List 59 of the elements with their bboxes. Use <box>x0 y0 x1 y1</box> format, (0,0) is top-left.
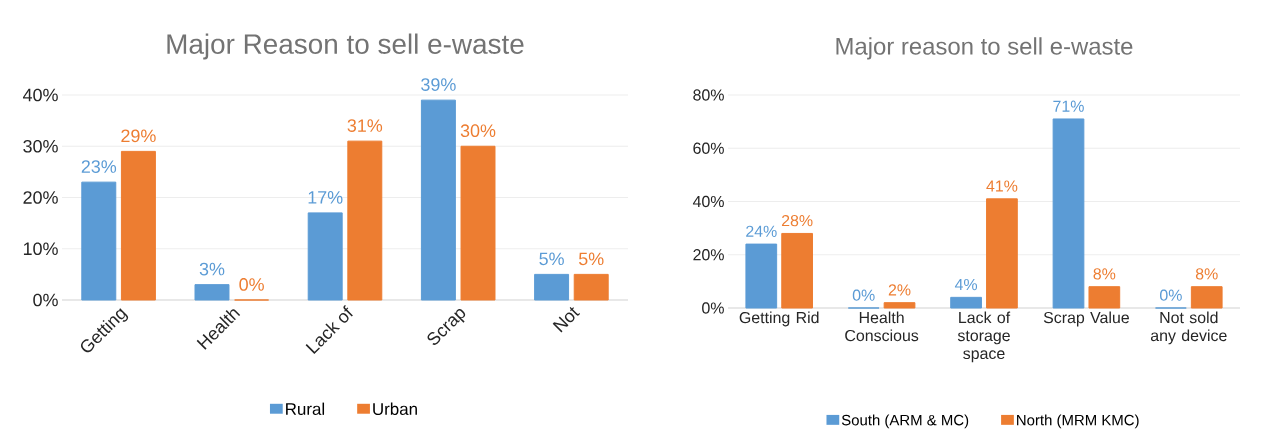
bar <box>986 198 1018 309</box>
data-label: 8% <box>1093 268 1116 280</box>
chart-title: Major reason to sell e-waste <box>836 37 1133 60</box>
y-tick-label: 40% <box>22 88 58 102</box>
x-tick-label: Getting Rid <box>739 311 819 327</box>
y-tick-label: 60% <box>693 142 724 154</box>
data-label: 41% <box>986 180 1018 192</box>
bar <box>781 232 813 309</box>
data-label: 5% <box>578 252 604 266</box>
data-label: 2% <box>888 284 911 296</box>
y-tick-label: 30% <box>23 139 58 153</box>
bar <box>420 99 456 301</box>
bar <box>307 212 343 301</box>
x-tick-label: Health Conscious <box>845 311 919 342</box>
bar <box>1190 286 1223 309</box>
bar <box>347 140 383 301</box>
bar <box>950 296 982 309</box>
data-label: 3% <box>199 262 225 276</box>
bar <box>573 273 609 301</box>
y-tick-label: 0% <box>33 293 58 307</box>
data-label: 0% <box>852 289 875 301</box>
data-label: 71% <box>1053 100 1084 112</box>
data-label: 31% <box>347 119 383 132</box>
data-label: 0% <box>1160 289 1182 301</box>
bar <box>1088 286 1121 309</box>
bar <box>1052 118 1085 309</box>
data-label: 0% <box>239 278 264 291</box>
y-tick-label: 40% <box>692 195 724 208</box>
legend-label: South (ARM & MC) <box>841 414 969 429</box>
bar <box>460 145 496 301</box>
legend-label: Rural <box>286 402 325 416</box>
y-tick-label: 10% <box>23 242 58 256</box>
data-label: 4% <box>954 278 978 291</box>
bar <box>745 243 778 309</box>
x-tick-label: Not <box>552 306 580 333</box>
x-tick-label: Lack of storage space <box>957 311 1011 363</box>
data-label: 23% <box>81 160 117 173</box>
bar <box>81 181 117 301</box>
data-label: 5% <box>539 252 564 266</box>
x-tick-label: Not sold any device <box>1150 311 1227 345</box>
data-label: 28% <box>781 214 813 227</box>
bar <box>534 273 570 301</box>
data-label: 8% <box>1195 268 1218 280</box>
y-tick-label: 20% <box>23 191 58 204</box>
x-tick-label: Scrap Value <box>1043 311 1129 327</box>
data-label: 24% <box>746 225 777 237</box>
y-tick-label: 0% <box>702 302 724 314</box>
y-tick-label: 20% <box>693 249 724 261</box>
bar <box>194 284 230 301</box>
chart-title: Major Reason to sell e-waste <box>167 33 524 60</box>
data-label: 30% <box>460 124 496 138</box>
bar <box>883 302 916 309</box>
bar <box>120 150 156 301</box>
data-label: 17% <box>308 191 343 204</box>
data-label: 39% <box>421 78 456 91</box>
legend-label: Urban <box>373 402 417 416</box>
data-label: 29% <box>121 129 156 143</box>
y-tick-label: 80% <box>693 89 724 101</box>
legend-label: North (MRM KMC) <box>1017 414 1139 429</box>
